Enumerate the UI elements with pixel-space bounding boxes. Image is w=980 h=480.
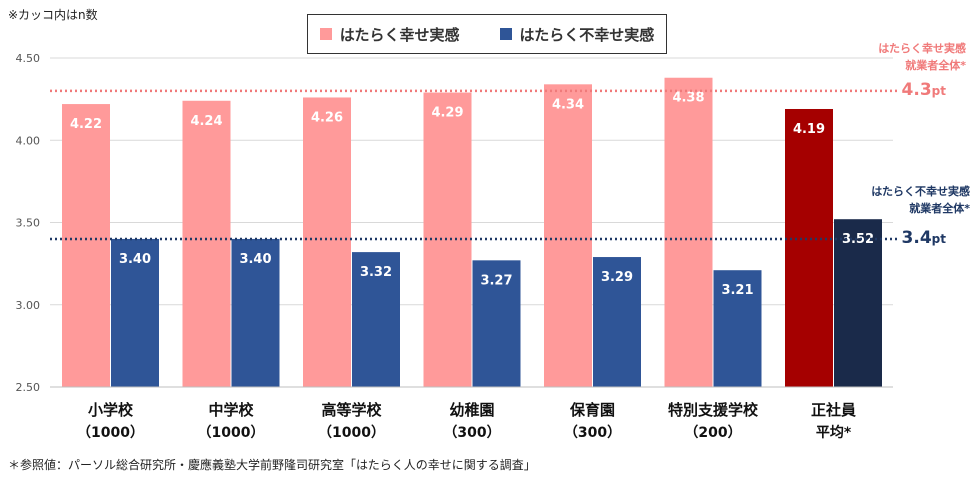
y-tick-label-1: 3.00	[16, 299, 41, 312]
category-label-2: 高等学校	[321, 401, 382, 419]
reference-unhappy-value: 3.4pt	[902, 228, 946, 248]
legend: はたらく幸せ実感 はたらく不幸せ実感	[307, 14, 667, 54]
legend-label-unhappy: はたらく不幸せ実感	[519, 25, 655, 44]
data-label-happy-3: 4.29	[431, 106, 463, 121]
category-label-3: 幼稚園	[449, 401, 494, 419]
legend-item-unhappy: はたらく不幸せ実感	[499, 24, 655, 45]
legend-swatch-unhappy	[499, 28, 512, 40]
legend-label-happy: はたらく幸せ実感	[339, 25, 460, 44]
bar-unhappy-3	[472, 260, 521, 387]
bar-happy-6	[785, 108, 833, 388]
category-label-0: 小学校	[88, 401, 134, 419]
data-label-happy-0: 4.22	[70, 117, 102, 132]
data-label-happy-4: 4.34	[552, 97, 584, 112]
category-n-label-4: （300）	[564, 425, 621, 441]
category-label-1: 中学校	[208, 401, 254, 419]
reference-unhappy-value-unit: pt	[931, 232, 946, 246]
bar-unhappy-5	[713, 270, 762, 387]
data-label-unhappy-6: 3.52	[842, 232, 874, 247]
category-n-label-6: 平均*	[816, 424, 852, 441]
reference-happy-label: はたらく幸せ実感 就業者全体*	[878, 40, 966, 74]
bar-happy-1	[182, 100, 231, 388]
footnote: ＊参照値：パーソル総合研究所・慶應義塾大学前野隆司研究室「はたらく人の幸せに関す…	[8, 458, 536, 472]
category-n-label-5: （200）	[684, 425, 741, 441]
bar-unhappy-6	[834, 219, 882, 387]
reference-unhappy-value-number: 3.4	[901, 228, 932, 248]
data-label-unhappy-5: 3.21	[721, 283, 753, 298]
category-n-label-3: （300）	[443, 425, 500, 441]
legend-swatch-happy	[319, 28, 332, 40]
reference-unhappy-label-line2: 就業者全体*	[909, 202, 970, 215]
bar-unhappy-1	[231, 238, 280, 387]
data-label-unhappy-2: 3.32	[360, 265, 392, 280]
data-label-happy-6: 4.19	[793, 122, 825, 137]
reference-happy-value-number: 4.3	[901, 80, 932, 100]
bar-happy-0	[62, 104, 110, 387]
data-label-unhappy-1: 3.40	[239, 252, 271, 267]
category-n-label-1: （1000）	[198, 425, 265, 441]
reference-happy-label-line2: 就業者全体*	[905, 59, 966, 72]
category-n-label-0: （1000）	[77, 425, 144, 441]
reference-unhappy-label-line1: はたらく不幸せ実感	[871, 185, 970, 198]
bar-happy-4	[544, 84, 592, 387]
reference-happy-label-line1: はたらく幸せ実感	[878, 42, 966, 55]
y-tick-label-2: 3.50	[16, 217, 41, 230]
legend-item-happy: はたらく幸せ実感	[319, 24, 460, 45]
data-label-happy-5: 4.38	[672, 91, 704, 106]
bar-unhappy-4	[593, 257, 641, 387]
bar-unhappy-2	[352, 252, 400, 387]
data-label-happy-2: 4.26	[311, 110, 343, 125]
y-tick-label-3: 4.00	[16, 134, 41, 147]
bar-happy-5	[664, 77, 713, 388]
category-label-4: 保育園	[569, 401, 615, 419]
category-n-label-2: （1000）	[318, 425, 385, 441]
y-tick-label-4: 4.50	[16, 52, 41, 65]
reference-happy-value: 4.3pt	[902, 80, 946, 100]
data-label-unhappy-3: 3.27	[480, 273, 512, 288]
category-label-6: 正社員	[811, 401, 856, 419]
bar-happy-2	[303, 97, 351, 387]
reference-happy-value-unit: pt	[931, 84, 946, 98]
data-label-unhappy-4: 3.29	[601, 270, 633, 285]
y-tick-label-0: 2.50	[16, 381, 41, 394]
sample-size-note: ※カッコ内はn数	[8, 8, 98, 22]
reference-unhappy-label: はたらく不幸せ実感 就業者全体*	[871, 183, 970, 217]
bar-unhappy-0	[111, 238, 159, 387]
category-label-5: 特別支援学校	[668, 401, 759, 419]
data-label-unhappy-0: 3.40	[119, 252, 151, 267]
data-label-happy-1: 4.24	[190, 114, 222, 129]
